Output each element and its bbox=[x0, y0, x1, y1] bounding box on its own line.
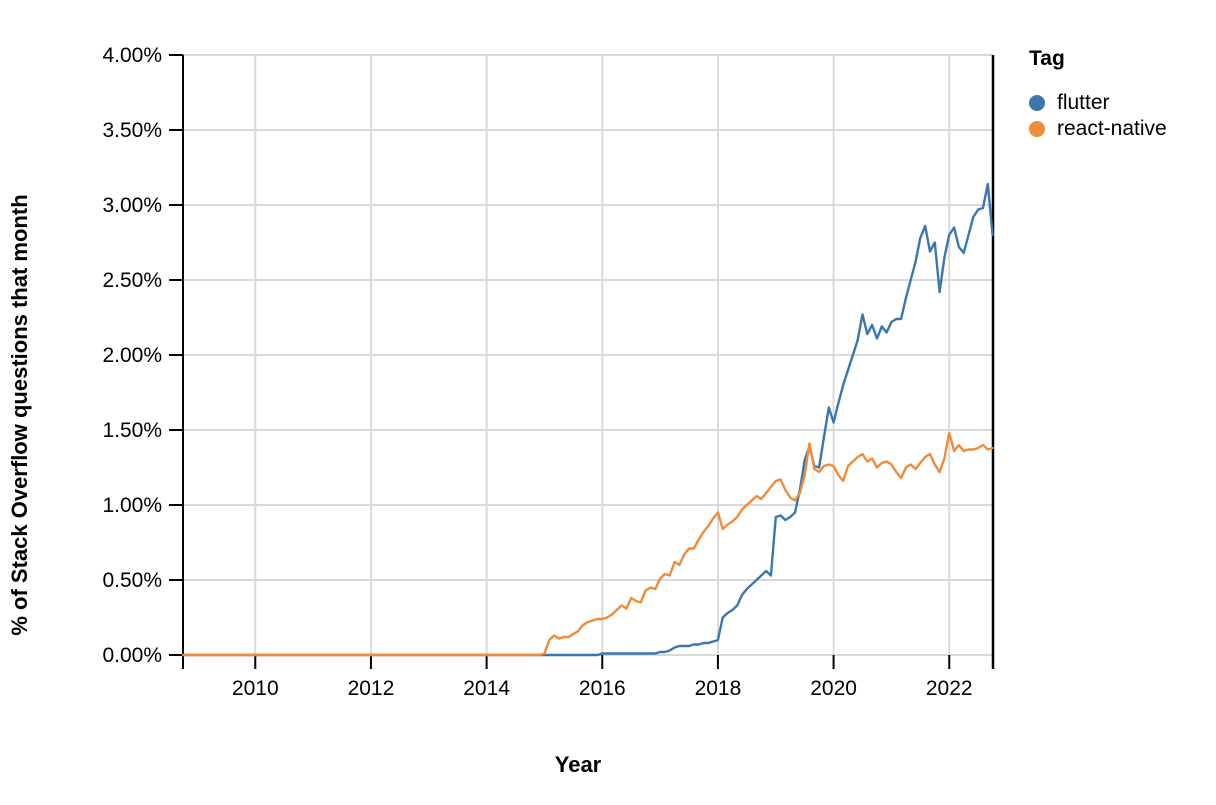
legend-title: Tag bbox=[1029, 47, 1065, 70]
flutter-series-dot-icon bbox=[1029, 95, 1045, 111]
x-tick-label: 2020 bbox=[810, 677, 857, 700]
y-tick-label: 3.00% bbox=[102, 194, 162, 217]
y-tick-label: 0.50% bbox=[102, 569, 162, 592]
legend-item-label: flutter bbox=[1057, 91, 1110, 114]
y-tick-label: 4.00% bbox=[102, 44, 162, 67]
gridlines bbox=[183, 54, 993, 656]
x-axis-title: Year bbox=[555, 752, 602, 777]
y-tick-label: 0.00% bbox=[102, 644, 162, 667]
x-tick-label: 2014 bbox=[463, 677, 510, 700]
x-tick-label: 2022 bbox=[926, 677, 973, 700]
legend-items: flutter react-native bbox=[1029, 90, 1167, 142]
legend: Tag flutter react-native bbox=[1029, 44, 1167, 142]
legend-item-react-native: react-native bbox=[1029, 116, 1167, 142]
y-axis-title: % of Stack Overflow questions that month bbox=[7, 194, 32, 635]
axes: 0.00% 0.50% 1.00% 1.50% 2.00% 2.50% 3.00% 3.50%… bbox=[102, 44, 995, 700]
series-line-react-native bbox=[181, 431, 994, 657]
legend-item-label: react-native bbox=[1057, 117, 1167, 140]
react-native-series-dot-icon bbox=[1029, 121, 1045, 137]
series-line-flutter bbox=[181, 182, 994, 657]
x-tick-label: 2010 bbox=[232, 677, 279, 700]
y-tick-label: 1.50% bbox=[102, 419, 162, 442]
y-tick-label: 1.00% bbox=[102, 494, 162, 517]
x-tick-label: 2012 bbox=[348, 677, 395, 700]
x-tick-label: 2016 bbox=[579, 677, 626, 700]
legend-item-flutter: flutter bbox=[1029, 90, 1167, 116]
x-tick-label: 2018 bbox=[695, 677, 742, 700]
y-tick-label: 2.50% bbox=[102, 269, 162, 292]
series-lines bbox=[181, 182, 994, 657]
y-tick-label: 2.00% bbox=[102, 344, 162, 367]
y-tick-label: 3.50% bbox=[102, 119, 162, 142]
